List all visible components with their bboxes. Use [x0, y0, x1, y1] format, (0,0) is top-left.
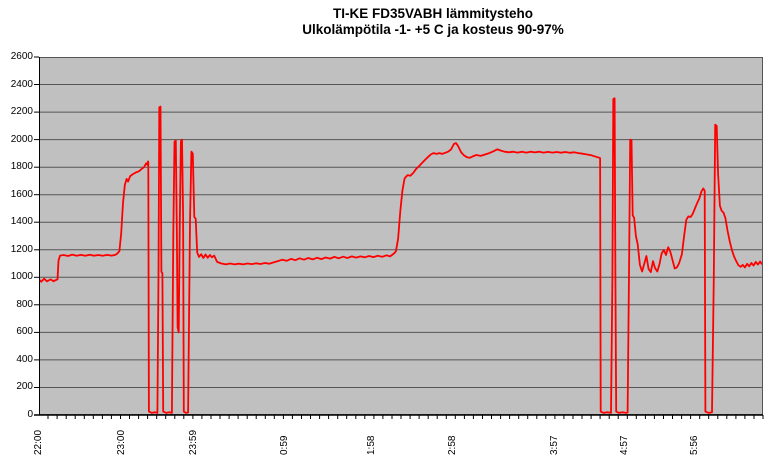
y-axis-tick-label: 800	[16, 299, 33, 310]
y-axis-tick-label: 1400	[10, 216, 33, 227]
x-axis-tick-label: 22:00	[33, 429, 44, 455]
plot-area	[39, 57, 763, 415]
series-line	[39, 97, 763, 414]
chart-title-line1: TI-KE FD35VABH lämmitysteho	[332, 6, 534, 21]
x-axis-tick-label: 23:59	[188, 429, 199, 455]
y-axis-tick-label: 2200	[10, 106, 33, 117]
y-axis-tick-label: 2000	[10, 134, 33, 145]
x-axis-tick-label: 4:57	[619, 435, 630, 455]
y-axis-tick-label: 1000	[10, 271, 33, 282]
y-axis-tick-label: 2400	[10, 79, 33, 90]
chart-title-line2: Ulkolämpötila -1- +5 C ja kosteus 90-97%	[302, 22, 564, 37]
x-axis-tick-label: 1:58	[366, 435, 377, 455]
chart-title: TI-KE FD35VABH lämmitysteho Ulkolämpötil…	[39, 6, 763, 38]
x-axis-tick-label: 2:58	[447, 435, 458, 455]
x-axis-tick-label: 5:56	[689, 435, 700, 455]
y-axis-tick-label: 2600	[10, 51, 33, 62]
y-axis-tick-label: 1600	[10, 189, 33, 200]
series-plot	[39, 57, 763, 414]
x-axis-tick-label: 23:00	[116, 429, 127, 455]
y-axis-tick-label: 1200	[10, 244, 33, 255]
y-axis-tick-label: 600	[16, 326, 33, 337]
y-axis-tick-label: 200	[16, 381, 33, 392]
x-axis-tick-label: 3:57	[549, 435, 560, 455]
y-axis-tick-label: 1800	[10, 161, 33, 172]
y-axis-tick-label: 0	[27, 409, 33, 420]
x-axis-tick-label: 0:59	[279, 435, 290, 455]
y-axis-tick-label: 400	[16, 354, 33, 365]
